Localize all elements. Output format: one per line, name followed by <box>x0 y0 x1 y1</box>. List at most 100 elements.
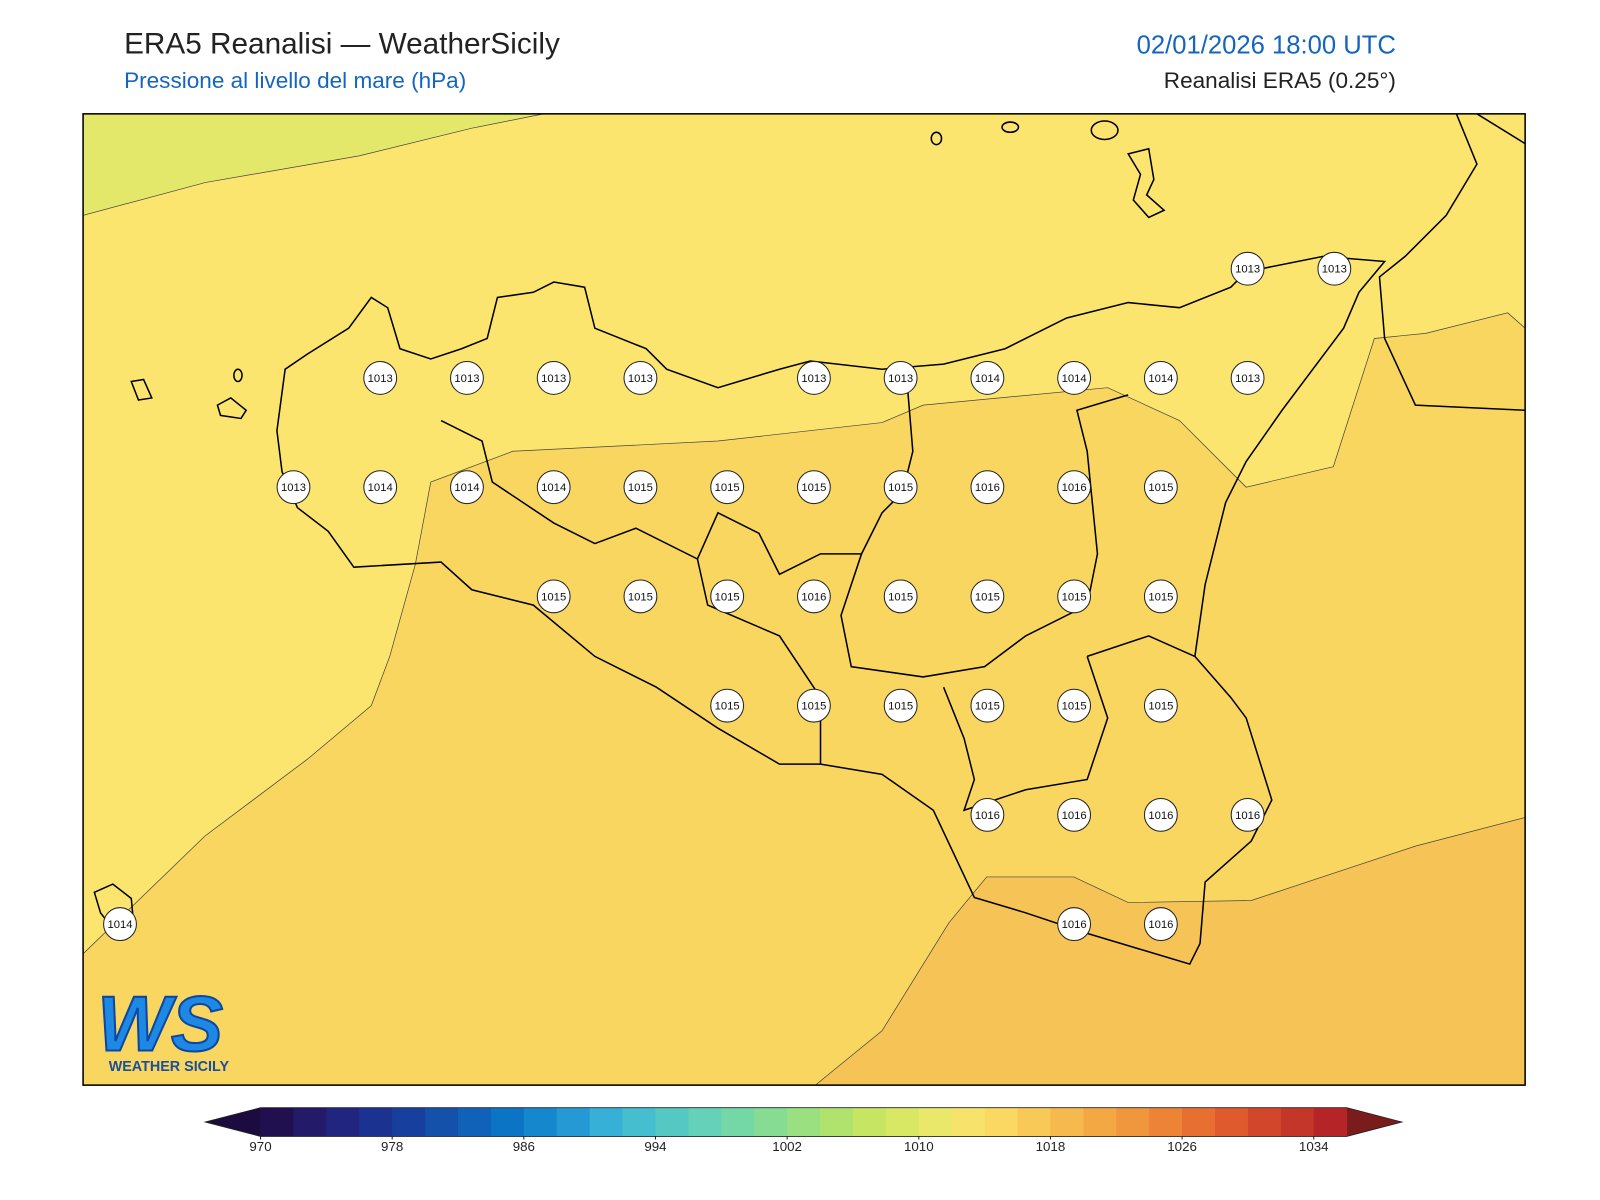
station-value: 1013 <box>368 373 393 385</box>
station-value: 1016 <box>1062 919 1087 931</box>
station-value: 1015 <box>801 482 826 494</box>
stations: 1013 1013 1013 1013 1013 1013 1013 1013 1014 1014… <box>103 251 1352 942</box>
station-marker <box>1230 361 1265 395</box>
field-1012 <box>83 113 544 216</box>
station-value: 1016 <box>1148 810 1173 822</box>
station-value: 1014 <box>975 373 1000 385</box>
station-value: 1013 <box>1322 264 1347 276</box>
field-1017 <box>814 817 1526 1086</box>
station-marker <box>883 688 918 723</box>
station-value: 1015 <box>888 482 913 494</box>
colorbar-bin <box>589 1107 624 1137</box>
colorbar-bin <box>688 1107 722 1137</box>
colorbar-bin <box>523 1107 558 1137</box>
station-value: 1015 <box>1062 591 1087 603</box>
station-value: 1014 <box>1148 373 1173 385</box>
station-value: 1015 <box>1148 591 1173 603</box>
station-value: 1015 <box>715 701 740 713</box>
colorbar-under <box>205 1107 261 1137</box>
station-value: 1015 <box>628 482 653 494</box>
station-marker <box>970 688 1005 723</box>
station-value: 1016 <box>1235 810 1260 822</box>
colorbar-bin <box>326 1107 360 1137</box>
station-marker <box>1143 907 1178 942</box>
station-marker <box>970 361 1005 395</box>
colorbar-bin <box>293 1107 327 1137</box>
colorbar-bin <box>951 1107 986 1137</box>
station-value: 1016 <box>1062 482 1087 494</box>
map-frame <box>82 113 1526 1086</box>
station-value: 1013 <box>1235 373 1260 385</box>
station-marker <box>883 470 918 505</box>
station-marker <box>710 470 745 505</box>
station-marker <box>1057 470 1092 505</box>
colorbar-bin <box>556 1107 591 1137</box>
station-value: 1015 <box>801 701 826 713</box>
station-marker <box>536 579 571 614</box>
station-marker <box>796 579 831 614</box>
station-marker <box>450 361 484 395</box>
colorbar-bin <box>787 1107 821 1137</box>
station-marker <box>276 470 311 505</box>
station-marker <box>710 688 745 723</box>
station-marker <box>1057 579 1092 614</box>
colorbar-tick-label: 994 <box>644 1139 667 1154</box>
colorbar-tick-label: 1034 <box>1299 1139 1329 1154</box>
station-value: 1015 <box>628 591 653 603</box>
colorbar-bin <box>721 1107 755 1137</box>
logo-text: WEATHER SICILY <box>109 1059 230 1075</box>
station-marker <box>970 579 1005 614</box>
colorbar-bin <box>425 1107 459 1137</box>
colorbar-bin <box>260 1107 294 1137</box>
station-marker <box>450 470 484 505</box>
station-marker <box>1317 251 1352 286</box>
colorbar-bin <box>885 1107 920 1137</box>
station-value: 1013 <box>628 373 653 385</box>
station-value: 1013 <box>281 482 306 494</box>
station-marker <box>710 579 745 614</box>
colorbar-bin <box>1280 1107 1315 1137</box>
station-marker <box>796 470 831 505</box>
colorbar-bin <box>1182 1107 1216 1137</box>
colorbar-bin <box>918 1107 953 1137</box>
logo-mark: WS <box>97 979 223 1067</box>
station-value: 1013 <box>888 373 913 385</box>
colorbar-bin <box>754 1107 788 1137</box>
station-marker <box>1057 688 1092 723</box>
station-value: 1014 <box>107 919 132 931</box>
station-marker <box>103 907 137 942</box>
colorbar-bin <box>1083 1107 1117 1137</box>
station-marker <box>970 797 1005 832</box>
station-marker <box>1057 797 1092 832</box>
colorbar-tick-label: 978 <box>381 1139 403 1154</box>
station-value: 1015 <box>1148 701 1173 713</box>
station-marker <box>536 361 571 395</box>
station-marker <box>1057 361 1092 395</box>
colorbar: 970 978 986 994 1002 1010 1018 1026 1034 <box>203 1107 1404 1154</box>
station-marker <box>623 470 658 505</box>
station-marker <box>623 579 658 614</box>
station-value: 1015 <box>715 591 740 603</box>
source: Reanalisi ERA5 (0.25°) <box>1164 68 1396 93</box>
colorbar-over <box>1346 1107 1403 1137</box>
colorbar-tick-label: 970 <box>249 1139 271 1154</box>
station-marker <box>363 470 398 505</box>
colorbar-bin <box>852 1107 887 1137</box>
station-value: 1016 <box>975 810 1000 822</box>
colorbar-bin <box>820 1107 854 1137</box>
colorbar-bin <box>984 1107 1019 1137</box>
station-value: 1015 <box>888 701 913 713</box>
station-value: 1013 <box>801 373 826 385</box>
station-value: 1016 <box>1148 919 1173 931</box>
station-marker <box>1057 907 1092 942</box>
title: ERA5 Reanalisi — WeatherSicily <box>124 27 560 60</box>
colorbar-bin <box>655 1107 689 1137</box>
station-value: 1015 <box>1148 482 1173 494</box>
logo: WS WEATHER SICILY <box>96 978 230 1075</box>
station-value: 1013 <box>1235 264 1260 276</box>
station-marker <box>883 361 918 395</box>
station-value: 1015 <box>888 591 913 603</box>
colorbar-tick-label: 1010 <box>904 1139 934 1154</box>
station-value: 1015 <box>1062 701 1087 713</box>
